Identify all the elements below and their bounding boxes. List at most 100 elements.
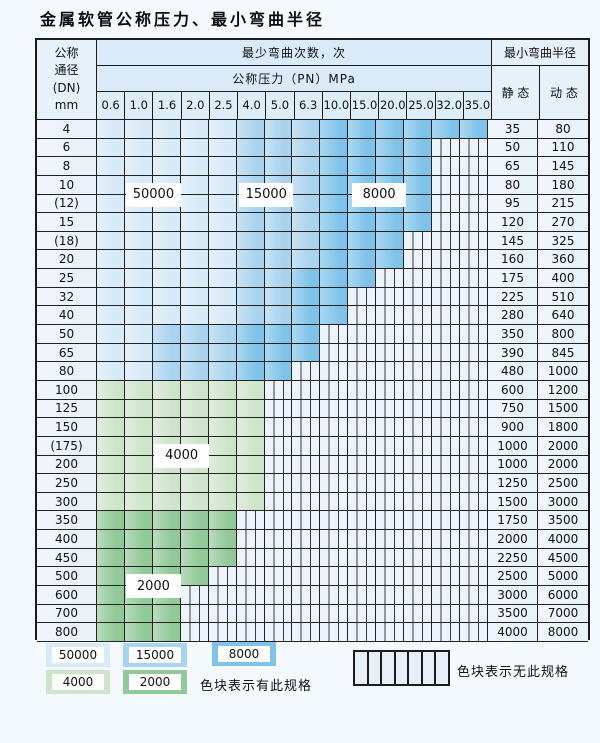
no-spec-cell bbox=[376, 287, 405, 307]
spec-cell-15000 bbox=[208, 343, 237, 363]
dn-cell: 800 bbox=[37, 623, 97, 642]
spec-cell-15000 bbox=[264, 250, 293, 270]
no-spec-cell bbox=[348, 474, 377, 493]
spec-cell-8000 bbox=[376, 138, 405, 158]
table-header: 公称 通径 (DN) mm 最少弯曲次数，次 最小弯曲半径 公称压力（PN）MP… bbox=[37, 40, 588, 120]
table-row: 300 1500 3000 bbox=[37, 492, 588, 512]
spec-cell-50000 bbox=[97, 213, 125, 232]
no-spec-legend-text: 色块表示无此规格 bbox=[457, 665, 570, 680]
no-spec-cell bbox=[404, 567, 433, 587]
no-spec-cell bbox=[404, 604, 433, 624]
dn-cell: (175) bbox=[37, 436, 97, 456]
no-spec-cell bbox=[432, 269, 460, 288]
dn-header-line: 公称 bbox=[54, 45, 79, 60]
dynamic-radius-cell: 1500 bbox=[538, 399, 588, 419]
dynamic-radius-cell: 4000 bbox=[538, 530, 588, 549]
no-spec-cell bbox=[404, 586, 433, 605]
zone-cells bbox=[97, 530, 488, 549]
spec-cell-2000 bbox=[152, 530, 181, 549]
dn-cell: 450 bbox=[37, 548, 97, 568]
no-spec-cell bbox=[264, 380, 293, 400]
spec-cell-50000 bbox=[97, 343, 125, 363]
spec-cell-8000 bbox=[459, 120, 488, 139]
spec-cell-8000 bbox=[320, 306, 349, 326]
spec-cell-8000 bbox=[376, 213, 405, 232]
no-spec-cell bbox=[404, 436, 433, 456]
spec-cell-50000 bbox=[208, 138, 237, 158]
dn-cell: 4 bbox=[37, 120, 97, 139]
static-header: 静 态 bbox=[492, 65, 540, 119]
spec-cell-4000 bbox=[236, 474, 265, 493]
no-spec-cell bbox=[376, 586, 405, 605]
no-spec-cell bbox=[404, 530, 433, 549]
no-spec-cell bbox=[348, 325, 377, 344]
no-spec-cell bbox=[432, 399, 460, 419]
pressure-values-row: 0.6 1.0 1.6 2.0 2.5 4.0 5.0 6.3 10.0 15.0 20.0 25.0… bbox=[97, 91, 491, 119]
no-spec-cell bbox=[459, 511, 488, 531]
no-spec-cell bbox=[264, 399, 293, 419]
spec-cell-8000 bbox=[292, 306, 321, 326]
spec-cell-50000 bbox=[208, 269, 237, 288]
dynamic-radius-cell: 1800 bbox=[538, 418, 588, 437]
no-spec-cell bbox=[292, 623, 321, 642]
spec-cell-4000 bbox=[97, 436, 125, 456]
no-spec-cell bbox=[208, 623, 237, 642]
spec-cell-8000 bbox=[320, 175, 349, 195]
dn-cell: 6 bbox=[37, 138, 97, 158]
no-spec-cell bbox=[432, 287, 460, 307]
dynamic-radius-cell: 215 bbox=[538, 194, 588, 214]
dynamic-radius-cell: 325 bbox=[538, 231, 588, 251]
dn-cell: 300 bbox=[37, 492, 97, 512]
no-spec-cell bbox=[292, 474, 321, 493]
spec-cell-8000 bbox=[404, 120, 433, 139]
spec-cell-4000 bbox=[236, 380, 265, 400]
nominal-pressure-header: 公称压力（PN）MPa bbox=[97, 65, 491, 92]
no-spec-cell bbox=[208, 567, 237, 587]
spec-cell-50000 bbox=[97, 231, 125, 251]
spec-cell-8000 bbox=[264, 362, 293, 381]
zone-cells bbox=[97, 250, 488, 270]
zone-cells bbox=[97, 586, 488, 605]
pressure-value-header: 25.0 bbox=[407, 91, 436, 119]
spec-cell-15000 bbox=[264, 269, 293, 288]
spec-cell-50000 bbox=[208, 157, 237, 176]
static-radius-cell: 480 bbox=[488, 362, 538, 381]
spec-cell-15000 bbox=[292, 213, 321, 232]
spec-cell-50000 bbox=[152, 213, 181, 232]
spec-cell-8000 bbox=[320, 194, 349, 214]
spec-cell-50000 bbox=[124, 362, 153, 381]
spec-cell-15000 bbox=[264, 213, 293, 232]
zone-cells bbox=[97, 623, 488, 642]
no-spec-cell bbox=[459, 418, 488, 437]
spec-cell-15000 bbox=[152, 325, 181, 344]
spec-cell-4000 bbox=[97, 492, 125, 512]
spec-cell-8000 bbox=[320, 287, 349, 307]
dn-cell: 40 bbox=[37, 306, 97, 326]
table-row: 32 225 510 bbox=[37, 287, 588, 307]
no-spec-cell bbox=[320, 418, 349, 437]
spec-cell-2000 bbox=[208, 530, 237, 549]
no-spec-cell bbox=[459, 213, 488, 232]
zone-cells bbox=[97, 380, 488, 400]
spec-cell-8000 bbox=[376, 250, 405, 270]
legend-swatch-4000: 4000 bbox=[46, 670, 110, 694]
no-spec-cell bbox=[376, 604, 405, 624]
spec-cell-4000 bbox=[152, 474, 181, 493]
table-row: 125 750 1500 bbox=[37, 399, 588, 419]
no-spec-cell bbox=[320, 362, 349, 381]
table-row: 6 50 110 bbox=[37, 138, 588, 158]
spec-cell-4000 bbox=[208, 380, 237, 400]
zone-cells bbox=[97, 120, 488, 139]
no-spec-cell bbox=[320, 399, 349, 419]
spec-cell-15000 bbox=[264, 138, 293, 158]
spec-cell-15000 bbox=[292, 231, 321, 251]
pressure-value-header: 2.5 bbox=[210, 91, 239, 119]
static-radius-cell: 900 bbox=[488, 418, 538, 437]
spec-cell-4000 bbox=[236, 492, 265, 512]
spec-cell-8000 bbox=[320, 157, 349, 176]
no-spec-cell bbox=[348, 586, 377, 605]
static-radius-cell: 1250 bbox=[488, 474, 538, 493]
static-radius-cell: 95 bbox=[488, 194, 538, 214]
spec-cell-4000 bbox=[97, 399, 125, 419]
spec-cell-8000 bbox=[432, 120, 460, 139]
